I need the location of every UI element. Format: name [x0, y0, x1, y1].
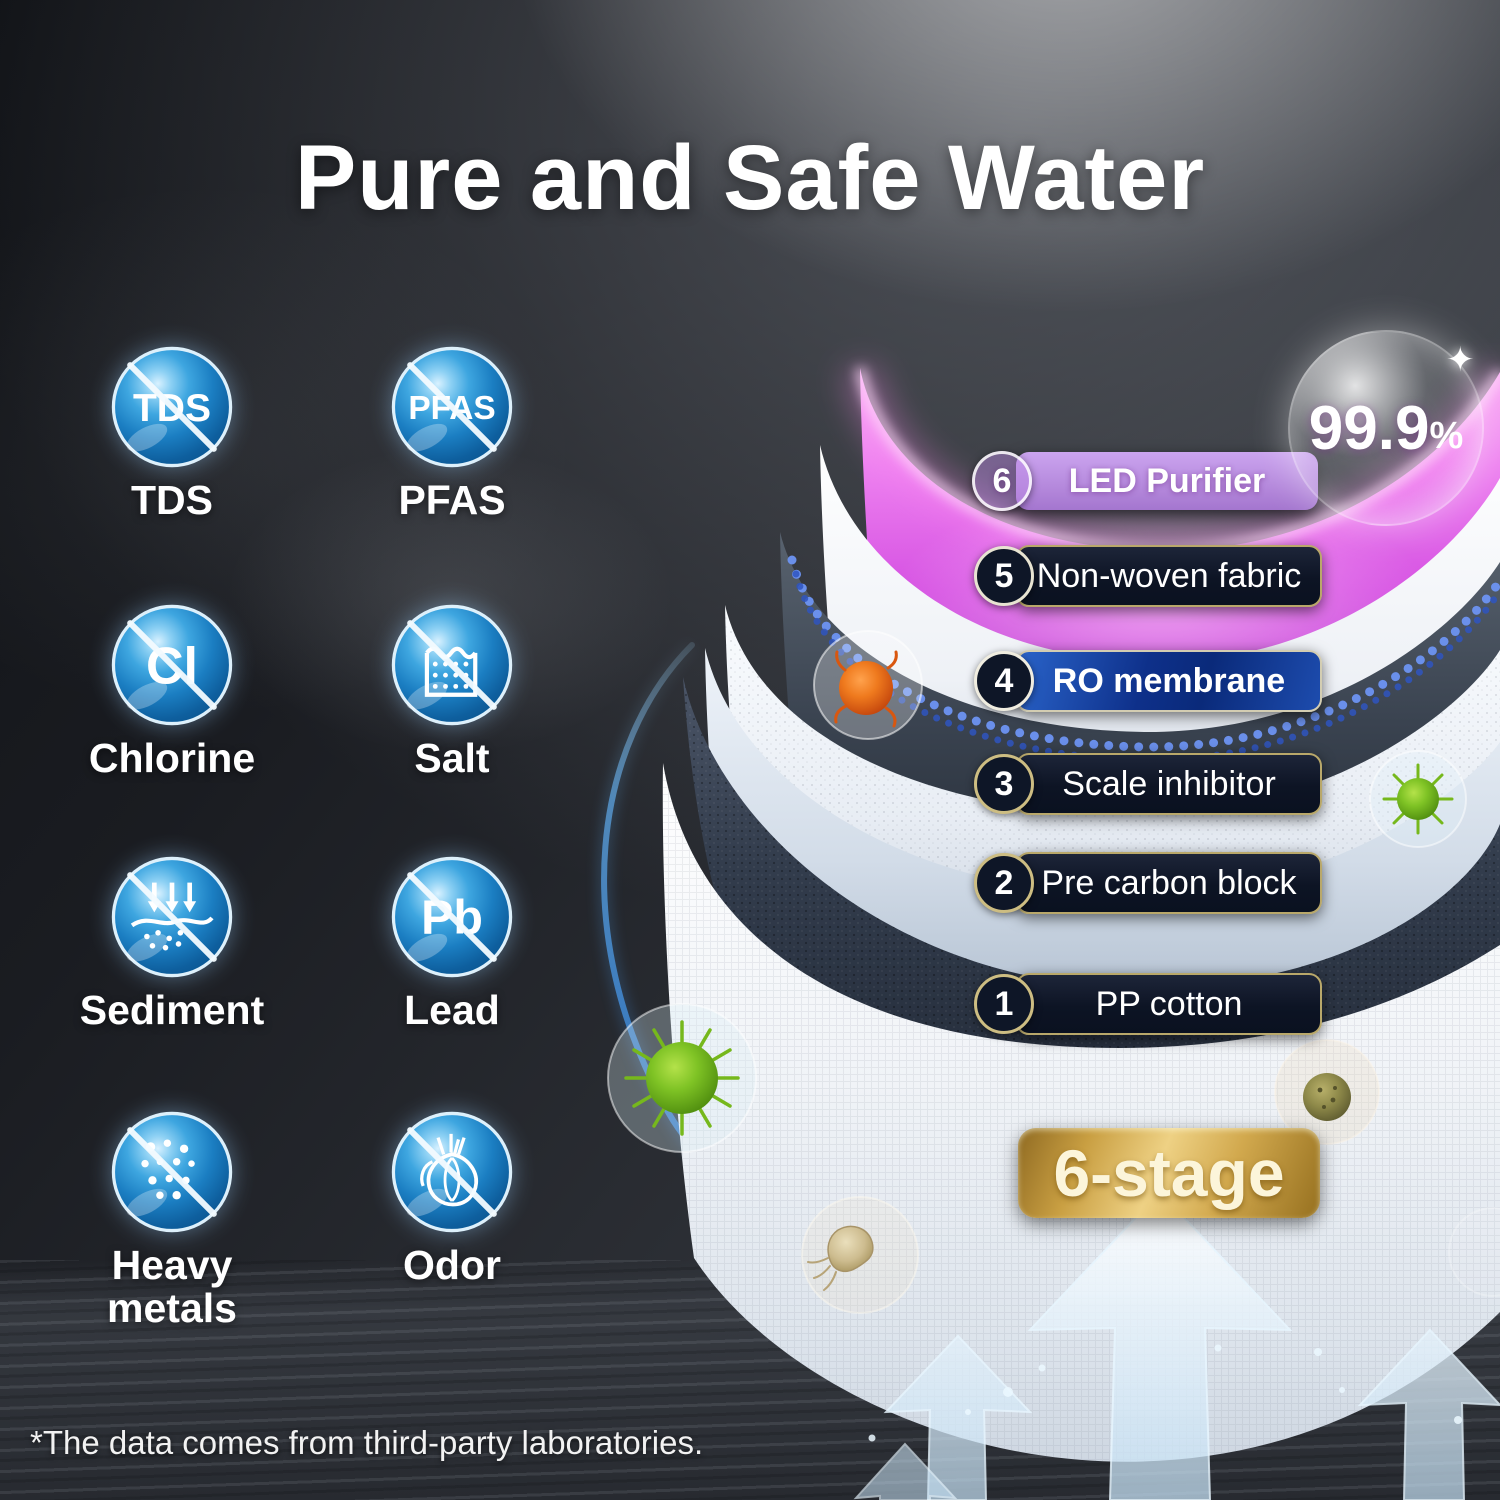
contaminant-heavy-metals: Heavy metals [57, 1106, 287, 1329]
onion-glyph [420, 1133, 479, 1207]
contaminant-lead: Pb Lead [337, 851, 567, 1032]
contaminant-label: Chlorine [88, 735, 256, 781]
stage-number: 1 [974, 974, 1034, 1034]
stage-label-pre-carbon-block: 2 Pre carbon block [974, 852, 1322, 914]
contaminant-label: Odor [403, 1242, 501, 1288]
chlorine-crossed-icon: Cl [111, 604, 233, 726]
contaminant-sediment: Sediment [57, 851, 287, 1032]
salt-crossed-icon [391, 604, 513, 726]
stage-label-text: LED Purifier [1068, 461, 1266, 500]
purity-percent: % [1429, 414, 1464, 457]
sparkle-icon: ✦ [1446, 341, 1475, 379]
purity-value: 99.9 [1308, 393, 1430, 463]
contaminant-label: Lead [404, 987, 500, 1033]
stage-label-ro-membrane: 4 RO membrane [974, 650, 1322, 712]
blue-arc [601, 642, 701, 1155]
sediment-particles [144, 930, 184, 951]
stage-number: 2 [974, 853, 1034, 913]
stage-count-badge: 6-stage [1018, 1128, 1320, 1218]
stage-label-text: RO membrane [1052, 661, 1286, 700]
heavy-metals-crossed-icon [111, 1111, 233, 1233]
page-title: Pure and Safe Water [294, 127, 1206, 229]
green-microbe-large [607, 1003, 757, 1153]
lead-crossed-icon: Pb [391, 856, 513, 978]
stage-number: 5 [974, 546, 1034, 606]
stage-number: 3 [974, 754, 1034, 814]
orange-microbe [813, 630, 923, 740]
contaminant-chlorine: Cl Chlorine [57, 599, 287, 780]
sediment-crossed-icon [111, 856, 233, 978]
contaminant-label: PFAS [398, 477, 506, 523]
stage-label-led-purifier: 6 LED Purifier [972, 451, 1318, 511]
metal-flakes-glyph [141, 1139, 195, 1200]
contaminant-label: TDS [131, 477, 213, 523]
contaminant-odor: Odor [337, 1106, 567, 1287]
pfas-crossed-icon: PFAS [391, 346, 513, 468]
odor-crossed-icon [391, 1111, 513, 1233]
stage-number: 4 [974, 651, 1034, 711]
contaminant-label: Sediment [79, 987, 265, 1033]
stage-label-scale-inhibitor: 3 Scale inhibitor [974, 753, 1322, 815]
footnote: *The data comes from third-party laborat… [30, 1424, 704, 1461]
green-microbe-small [1369, 750, 1467, 848]
stage-number: 6 [972, 451, 1032, 511]
stage-label-non-woven-fabric: 5 Non-woven fabric [974, 545, 1322, 607]
stage-label-text: Non-woven fabric [1036, 556, 1302, 595]
contaminant-label: Heavy metals [107, 1242, 237, 1331]
blue-arc-glow [597, 640, 704, 1157]
tds-crossed-icon: TDS [111, 346, 233, 468]
stage-label-text: Scale inhibitor [1062, 764, 1276, 803]
stage-label-text: Pre carbon block [1041, 863, 1297, 902]
contaminant-label: Salt [414, 735, 490, 781]
stage-label-pp-cotton: 1 PP cotton [974, 973, 1322, 1035]
contaminant-salt: Salt [337, 599, 567, 780]
contaminant-tds: TDS TDS [57, 341, 287, 522]
contaminant-pfas: PFAS PFAS [337, 341, 567, 522]
stage-label-text: PP cotton [1095, 984, 1243, 1023]
